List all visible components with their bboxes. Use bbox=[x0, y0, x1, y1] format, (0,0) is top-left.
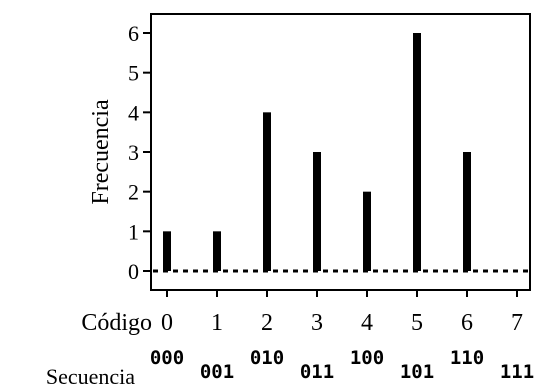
x-tick-label: 4 bbox=[361, 310, 373, 336]
x-tick-label: 6 bbox=[461, 310, 473, 336]
x-tick-label: 1 bbox=[211, 310, 223, 336]
sequence-label: 100 bbox=[350, 347, 384, 369]
sequence-label: 011 bbox=[300, 361, 334, 383]
bar-0 bbox=[163, 231, 171, 271]
x-tick-label: 7 bbox=[511, 310, 523, 336]
bars-group bbox=[163, 33, 471, 271]
y-tick-label: 4 bbox=[128, 100, 139, 125]
bar-5 bbox=[413, 33, 421, 271]
sequence-label: 000 bbox=[150, 347, 184, 369]
bar-6 bbox=[463, 152, 471, 271]
sequence-label: 110 bbox=[450, 347, 484, 369]
y-axis-label: Frecuencia bbox=[88, 99, 114, 205]
bar-3 bbox=[313, 152, 321, 271]
y-tick-label: 1 bbox=[128, 219, 139, 244]
y-tick-label: 0 bbox=[128, 259, 139, 284]
secuencia-row-label: Secuencia bbox=[46, 364, 135, 389]
bar-2 bbox=[263, 112, 271, 271]
bar-4 bbox=[363, 191, 371, 271]
y-tick-label: 3 bbox=[128, 140, 139, 165]
y-tick-label: 5 bbox=[128, 61, 139, 86]
y-tick-label: 6 bbox=[128, 21, 139, 46]
x-tick-label: 5 bbox=[411, 310, 423, 336]
sequence-label: 001 bbox=[200, 361, 234, 383]
x-tick-label: 3 bbox=[311, 310, 323, 336]
sequence-label: 101 bbox=[400, 361, 434, 383]
sequence-label: 111 bbox=[500, 361, 534, 383]
sequence-label: 010 bbox=[250, 347, 284, 369]
x-tick-label: 0 bbox=[161, 310, 173, 336]
codigo-row-label: Código bbox=[81, 310, 152, 336]
plot-frame bbox=[150, 13, 531, 291]
y-axis-ticks: 0 1 2 3 4 5 6 bbox=[128, 21, 151, 284]
x-tick-label: 2 bbox=[261, 310, 273, 336]
y-tick-label: 2 bbox=[128, 180, 139, 205]
bar-1 bbox=[213, 231, 221, 271]
